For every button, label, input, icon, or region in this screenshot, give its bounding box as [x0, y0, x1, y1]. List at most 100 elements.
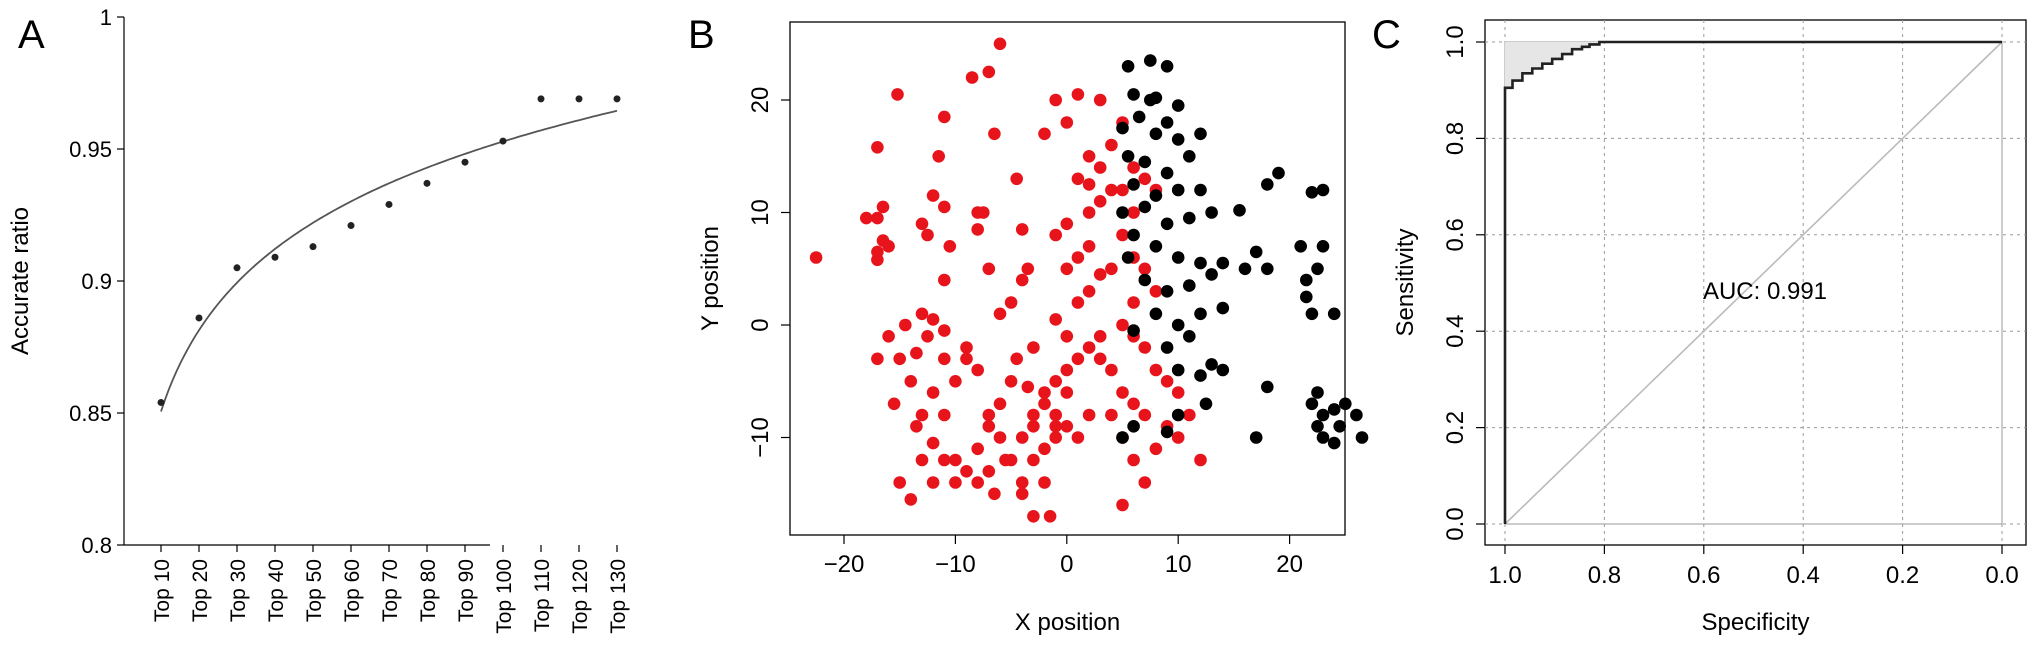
black-point: [1160, 166, 1174, 180]
x-tick-label: Top 120: [569, 559, 592, 634]
x-tick-label: 0.0: [1985, 562, 2018, 589]
black-point: [1205, 358, 1218, 371]
red-point: [1082, 178, 1096, 191]
red-point: [871, 253, 884, 267]
red-point: [1027, 510, 1040, 523]
x-tick-label: Top 20: [189, 559, 212, 622]
red-point: [1060, 217, 1074, 231]
y-tick-label: 0.85: [69, 401, 112, 426]
red-point: [893, 476, 906, 489]
x-axis-label: Specificity: [1701, 609, 1809, 636]
red-point: [882, 330, 895, 343]
data-point: [309, 243, 317, 251]
red-point: [1093, 330, 1107, 343]
black-point: [1199, 397, 1213, 411]
data-point: [385, 200, 393, 208]
y-tick-label: 0.8: [81, 533, 112, 558]
x-tick-label: 0.8: [1588, 562, 1621, 589]
red-point: [1082, 150, 1096, 163]
red-point: [926, 386, 940, 399]
red-point: [1027, 420, 1040, 433]
red-point: [926, 476, 940, 489]
data-point: [347, 222, 355, 230]
red-point: [1060, 330, 1074, 343]
red-point: [949, 375, 962, 388]
red-point: [932, 150, 945, 163]
red-point: [915, 453, 929, 467]
black-point: [1311, 262, 1324, 276]
y-tick-label: 0.9: [81, 269, 112, 294]
red-point: [1082, 341, 1096, 354]
x-tick-label: Top 40: [265, 559, 288, 622]
red-point: [926, 436, 940, 450]
plot-frame: [1484, 19, 2027, 546]
black-point: [1160, 341, 1174, 354]
red-point: [1171, 431, 1185, 444]
data-point: [613, 95, 621, 103]
black-point: [1121, 150, 1135, 163]
red-point: [938, 200, 951, 214]
red-point: [938, 273, 951, 287]
black-point: [1149, 189, 1163, 202]
red-point: [860, 211, 873, 225]
red-point: [910, 346, 923, 360]
black-point: [1194, 256, 1207, 270]
x-tick-label: Top 90: [455, 559, 478, 622]
red-point: [938, 408, 951, 422]
red-point: [1127, 397, 1140, 411]
red-point: [915, 408, 929, 422]
x-tick-label: Top 100: [493, 559, 516, 634]
panel-a-chart: 0.8 0.85 0.9 0.95 1 Top 10 Top 20 Top 30 Top 40 T…: [7, 5, 630, 634]
red-point: [1127, 296, 1140, 309]
red-point: [1093, 93, 1107, 107]
y-axis-label: Y position: [697, 226, 724, 331]
x-tick-label: 0: [1060, 551, 1073, 578]
red-point: [1021, 380, 1035, 394]
red-point: [926, 313, 940, 326]
red-point: [1116, 318, 1129, 332]
black-point: [1171, 133, 1185, 146]
data-point: [499, 137, 507, 145]
red-point: [1116, 386, 1129, 399]
red-point: [899, 318, 912, 332]
y-tick-label: 0.6: [1442, 218, 1469, 251]
red-point: [949, 476, 962, 489]
red-point: [938, 324, 951, 337]
red-point: [1071, 296, 1085, 309]
red-point: [965, 71, 979, 84]
x-tick-label: Top 110: [531, 559, 554, 632]
x-tick-label: Top 80: [417, 559, 440, 622]
data-point: [537, 95, 545, 103]
red-point: [1149, 442, 1163, 456]
data-point: [271, 253, 279, 261]
red-point: [1160, 375, 1174, 388]
red-point: [1049, 228, 1062, 242]
red-point: [809, 251, 823, 264]
data-point: [157, 398, 165, 406]
red-point: [993, 37, 1007, 51]
red-point: [1015, 223, 1029, 236]
black-point: [1127, 88, 1140, 101]
red-point: [871, 211, 884, 225]
red-point: [1038, 442, 1051, 456]
panel-c-chart: 1.0 0.8 0.6 0.4 0.2 0.0 0.0 0.2 0.4 0.6 0.8 1.0 AUC:…: [1392, 19, 2027, 636]
red-point: [1082, 206, 1096, 219]
red-point: [1060, 262, 1074, 276]
red-point: [1138, 476, 1152, 489]
y-tick-label: 0.4: [1442, 315, 1469, 348]
red-point: [1105, 138, 1118, 152]
auc-shade: [1505, 42, 2002, 88]
red-point: [921, 228, 934, 242]
red-point: [1138, 262, 1152, 276]
y-tick-label: 0.2: [1442, 411, 1469, 444]
red-point: [993, 307, 1007, 321]
red-point: [988, 127, 1001, 141]
black-point: [1127, 228, 1140, 242]
black-point: [1305, 397, 1319, 411]
red-point: [915, 307, 929, 321]
black-point: [1183, 150, 1196, 163]
red-point: [910, 420, 923, 433]
black-point: [1171, 363, 1185, 377]
black-point: [1138, 273, 1152, 287]
red-point: [1093, 352, 1107, 366]
